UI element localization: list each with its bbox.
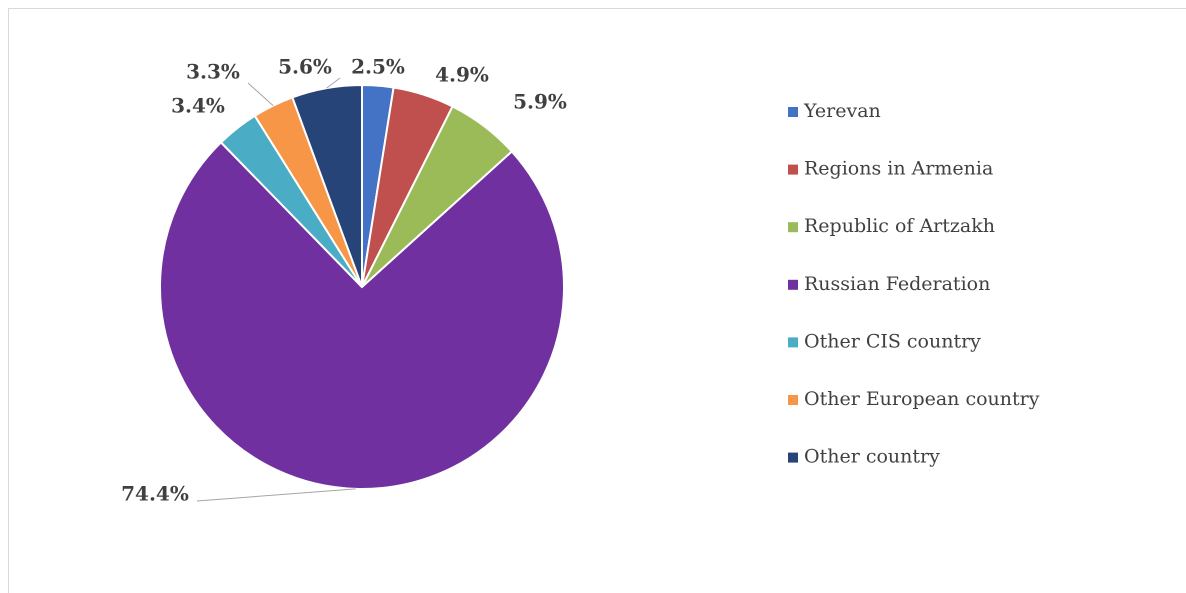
- legend-label: Other CIS country: [804, 330, 981, 352]
- legend-swatch: [788, 279, 798, 290]
- chart-frame: [8, 8, 1186, 593]
- legend-label: Other European country: [804, 388, 1040, 410]
- legend-label: Other country: [804, 446, 940, 468]
- leader-line: [247, 82, 274, 106]
- pie-slice: [291, 83, 363, 288]
- data-label: 2.5%: [351, 55, 405, 79]
- data-label: 3.4%: [171, 94, 225, 118]
- legend-swatch: [788, 222, 798, 233]
- leader-line: [196, 488, 356, 502]
- data-label: 5.9%: [513, 90, 567, 114]
- legend-swatch: [788, 395, 798, 405]
- legend-swatch: [788, 337, 798, 348]
- legend-label: Yerevan: [803, 100, 881, 122]
- legend-label: Regions in Armenia: [804, 158, 993, 180]
- pie: [159, 83, 565, 490]
- legend-label: Republic of Artzakh: [804, 215, 995, 237]
- leader-line: [326, 77, 341, 89]
- legend-label: Russian Federation: [804, 273, 990, 295]
- data-label: 3.3%: [186, 60, 240, 84]
- data-label: 5.6%: [278, 55, 332, 79]
- legend-swatch: [788, 107, 798, 117]
- legend: Yerevan Regions in Armenia Republic of Art…: [788, 100, 1040, 468]
- data-label: 74.4%: [121, 482, 189, 506]
- data-label: 4.9%: [435, 63, 489, 87]
- legend-swatch: [788, 452, 798, 463]
- data-labels: 2.5% 4.9% 5.9% 74.4% 3.4% 3.3% 5.6%: [121, 55, 567, 506]
- legend-swatch: [788, 164, 798, 175]
